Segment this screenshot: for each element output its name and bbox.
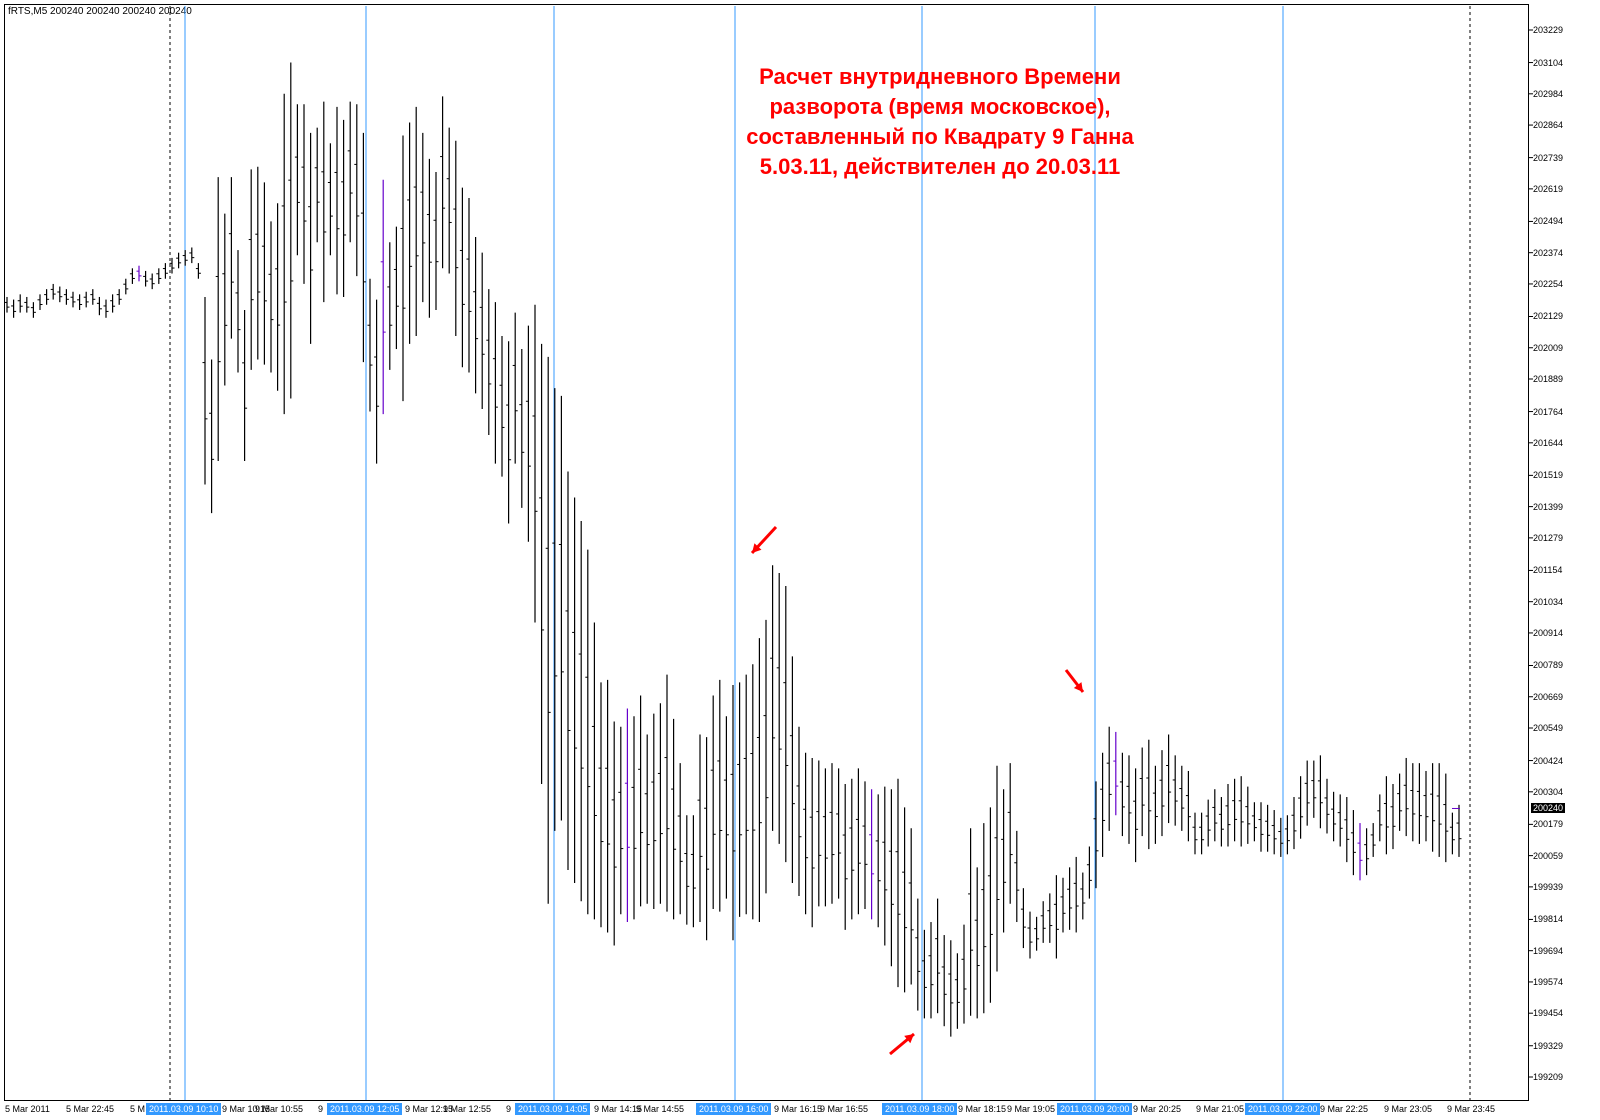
y-tick-label: 199814 — [1533, 914, 1564, 925]
x-tick-label: 9 Mar 14:15 — [594, 1104, 643, 1114]
y-tick-label: 201889 — [1533, 374, 1564, 384]
x-highlighted-label: 2011.03.09 12:05 — [327, 1103, 403, 1115]
y-tick-label: 200669 — [1533, 691, 1564, 702]
y-tick-label: 202739 — [1533, 152, 1564, 163]
annotation-line-4: 5.03.11, действителен до 20.03.11 — [759, 154, 1121, 179]
x-tick-label: 9 Mar 10:15 — [222, 1104, 271, 1114]
y-tick-label: 201154 — [1533, 565, 1563, 576]
x-highlighted-label: 2011.03.09 18:00 — [882, 1103, 958, 1115]
y-tick-label: 199694 — [1533, 945, 1564, 956]
y-tick-label: 199939 — [1533, 881, 1564, 892]
y-tick-label: 202619 — [1533, 183, 1564, 194]
x-tick-label: 9 Mar 21:05 — [1196, 1104, 1245, 1114]
y-tick-label: 201279 — [1533, 532, 1564, 543]
y-tick-label: 200914 — [1533, 627, 1564, 638]
x-tick-label: 9 Mar 22:25 — [1320, 1104, 1369, 1114]
x-tick-label: 9 Mar 19:05 — [1007, 1104, 1056, 1114]
x-tick-label: 9 Mar 12:55 — [443, 1104, 492, 1114]
x-tick-label: 9 Mar 16:15 — [774, 1104, 823, 1114]
y-tick-label: 202129 — [1533, 311, 1564, 322]
y-tick-label: 200059 — [1533, 850, 1564, 861]
x-tick-label: 9 Mar 23:05 — [1384, 1104, 1433, 1114]
y-tick-label: 201519 — [1533, 470, 1564, 481]
y-tick-label: 202494 — [1533, 216, 1564, 227]
y-tick-label: 200549 — [1533, 723, 1564, 733]
y-tick-label: 202254 — [1533, 278, 1564, 289]
x-highlighted-label: 2011.03.09 20:00 — [1057, 1103, 1133, 1115]
x-tick-label: 9 Mar 16:55 — [820, 1104, 869, 1114]
y-tick-label: 199574 — [1533, 976, 1564, 987]
annotation-text: Расчет внутридневного Времени разворота … — [740, 62, 1140, 182]
x-tick-label: 5 Mar 2011 — [5, 1104, 50, 1114]
arrow-high-20-00-head — [1073, 682, 1083, 692]
arrow-high-16-00-head — [752, 543, 762, 553]
y-tick-label: 203229 — [1533, 25, 1564, 35]
y-tick-label: 200179 — [1533, 819, 1564, 830]
y-tick-label: 200424 — [1533, 755, 1564, 766]
y-tick-label: 201764 — [1533, 406, 1564, 417]
y-tick-label: 202984 — [1533, 88, 1564, 99]
y-tick-label: 202864 — [1533, 120, 1564, 131]
plot-area — [4, 4, 1529, 1101]
x-tick-label: 9 Mar 18:15 — [958, 1104, 1007, 1114]
x-tick-label: 9 Mar 12:15 — [405, 1104, 454, 1114]
annotation-line-2: разворота (время московское), — [769, 94, 1111, 119]
annotation-line-3: составленный по Квадрату 9 Ганна — [746, 124, 1134, 149]
y-tick-label: 200304 — [1533, 786, 1564, 797]
x-tick-label: 9 — [318, 1104, 324, 1114]
x-tick-label: 9 Mar 20:25 — [1133, 1104, 1182, 1114]
y-tick-label: 199454 — [1533, 1008, 1564, 1019]
x-tick-label: 9 Mar 14:55 — [636, 1104, 685, 1114]
y-tick-label: 202009 — [1533, 342, 1564, 353]
x-tick-label: 5 M — [130, 1104, 146, 1114]
symbol-label: fRTS,M5 200240 200240 200240 200240 — [8, 6, 192, 17]
y-tick-label: 201644 — [1533, 437, 1564, 448]
x-highlighted-label: 2011.03.09 16:00 — [696, 1103, 772, 1115]
current-price-label: 200240 — [1531, 803, 1566, 814]
y-tick-label: 201034 — [1533, 596, 1564, 607]
annotation-line-1: Расчет внутридневного Времени — [759, 64, 1121, 89]
x-highlighted-label: 2011.03.09 14:05 — [515, 1103, 591, 1115]
x-highlighted-label: 2011.03.09 22:00 — [1245, 1103, 1321, 1115]
x-tick-label: 9 — [506, 1104, 512, 1114]
y-tick-label: 202374 — [1533, 247, 1564, 258]
y-tick-label: 199329 — [1533, 1040, 1564, 1051]
x-tick-label: 9 Mar 23:45 — [1447, 1104, 1496, 1114]
x-tick-label: 9 Mar 10:55 — [255, 1104, 304, 1114]
x-highlighted-label: 2011.03.09 10:10 — [146, 1103, 222, 1115]
y-tick-label: 199209 — [1533, 1072, 1564, 1082]
y-tick-label: 200789 — [1533, 660, 1564, 671]
arrow-low-18-00-head — [904, 1034, 914, 1044]
x-tick-label: 5 Mar 22:45 — [66, 1104, 115, 1114]
y-tick-label: 201399 — [1533, 501, 1564, 512]
y-tick-label: 203104 — [1533, 57, 1564, 68]
